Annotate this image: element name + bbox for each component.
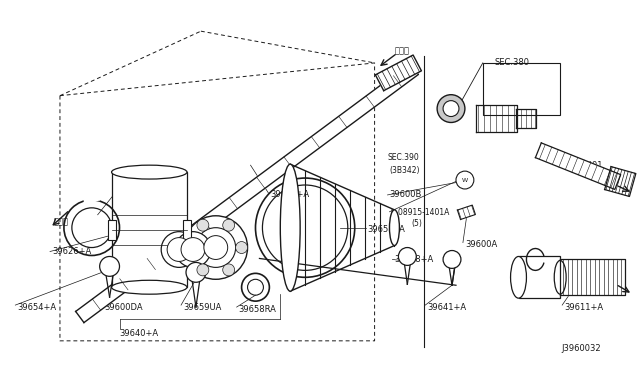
Polygon shape xyxy=(476,105,516,132)
Bar xyxy=(183,220,191,240)
Circle shape xyxy=(197,264,209,276)
Circle shape xyxy=(223,219,235,231)
Ellipse shape xyxy=(554,260,566,294)
Text: W: W xyxy=(462,177,468,183)
Polygon shape xyxy=(560,259,625,295)
Circle shape xyxy=(236,241,248,253)
Text: タイヤ側: タイヤ側 xyxy=(604,177,622,186)
Text: タイヤ側: タイヤ側 xyxy=(604,275,622,284)
Ellipse shape xyxy=(511,256,527,298)
Text: 39611+A: 39611+A xyxy=(564,302,604,312)
Ellipse shape xyxy=(111,165,187,179)
Circle shape xyxy=(167,238,191,262)
Circle shape xyxy=(204,235,228,259)
Text: 39600B: 39600B xyxy=(390,190,422,199)
Circle shape xyxy=(443,101,459,116)
Text: デフ側: デフ側 xyxy=(54,217,69,226)
Circle shape xyxy=(181,238,205,262)
Circle shape xyxy=(456,171,474,189)
Text: 39658RA: 39658RA xyxy=(367,225,406,234)
Circle shape xyxy=(175,232,211,267)
Circle shape xyxy=(161,232,197,267)
Circle shape xyxy=(437,95,465,122)
Text: 39658+A: 39658+A xyxy=(394,255,434,264)
Text: SEC.380: SEC.380 xyxy=(495,58,530,67)
Text: 39605+A: 39605+A xyxy=(270,190,310,199)
Text: 39658RA: 39658RA xyxy=(239,305,276,314)
Circle shape xyxy=(443,250,461,268)
Polygon shape xyxy=(458,205,476,219)
Text: 39654+A: 39654+A xyxy=(17,302,56,312)
Polygon shape xyxy=(76,63,419,323)
Text: 39659UA: 39659UA xyxy=(183,302,221,312)
Bar xyxy=(108,220,116,240)
Text: 39634+A: 39634+A xyxy=(534,263,573,272)
Text: (5): (5) xyxy=(412,219,422,228)
Text: 39641+A: 39641+A xyxy=(427,302,467,312)
Text: 39616+A: 39616+A xyxy=(120,183,159,192)
Text: (3B342): (3B342) xyxy=(390,166,420,174)
Text: SEC.390: SEC.390 xyxy=(387,153,419,162)
Ellipse shape xyxy=(390,210,399,246)
Circle shape xyxy=(186,262,206,282)
Text: デフ側: デフ側 xyxy=(394,46,410,55)
Text: 39640+A: 39640+A xyxy=(120,329,159,339)
Circle shape xyxy=(184,216,248,279)
Ellipse shape xyxy=(280,164,300,291)
Text: 39600DA: 39600DA xyxy=(104,302,143,312)
Polygon shape xyxy=(516,109,536,128)
Polygon shape xyxy=(605,167,636,196)
Bar xyxy=(518,256,560,298)
Circle shape xyxy=(196,228,236,267)
Polygon shape xyxy=(536,143,621,189)
Circle shape xyxy=(197,219,209,231)
Polygon shape xyxy=(376,55,421,91)
Text: 39600A: 39600A xyxy=(465,240,497,249)
Circle shape xyxy=(100,256,120,276)
Ellipse shape xyxy=(111,280,187,294)
Text: 39626+A: 39626+A xyxy=(52,247,92,256)
Text: ⒦ 08915-1401A: ⒦ 08915-1401A xyxy=(392,207,450,216)
Bar xyxy=(111,172,187,287)
Text: 39601: 39601 xyxy=(576,161,603,170)
Bar xyxy=(483,63,560,115)
Text: J3960032: J3960032 xyxy=(561,344,601,353)
Circle shape xyxy=(223,264,235,276)
Circle shape xyxy=(184,241,196,253)
Circle shape xyxy=(399,247,416,265)
